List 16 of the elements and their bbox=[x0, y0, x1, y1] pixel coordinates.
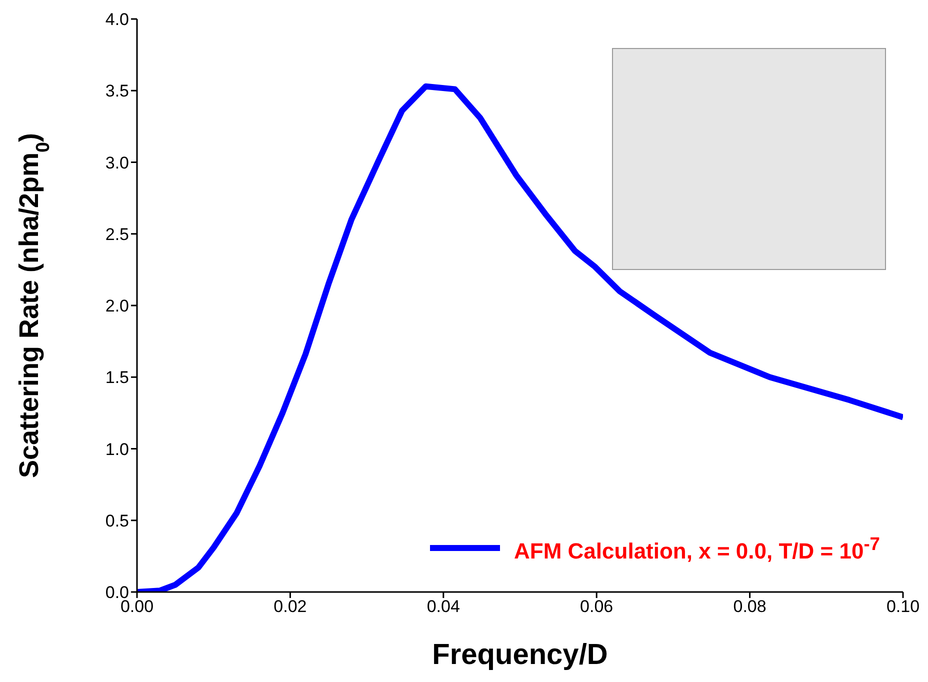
y-tick-label: 3.5 bbox=[105, 82, 129, 101]
y-tick-label: 2.0 bbox=[105, 296, 129, 316]
y-tick-label: 0.5 bbox=[105, 511, 129, 530]
x-tick-label: 0.00 bbox=[120, 597, 154, 616]
y-tick-label: 4.0 bbox=[105, 10, 129, 30]
y-tick-label: 1.5 bbox=[105, 368, 129, 388]
x-tick-label: 0.02 bbox=[274, 597, 307, 616]
x-tick-label: 0.04 bbox=[426, 597, 460, 616]
x-tick-label: 0.06 bbox=[580, 597, 614, 616]
x-axis-title: Frequency/D bbox=[432, 639, 608, 671]
x-tick-label: 0.08 bbox=[733, 597, 766, 616]
y-tick-label: 2.5 bbox=[105, 224, 129, 244]
x-tick-label: 0.10 bbox=[886, 597, 920, 616]
y-tick-label: 3.0 bbox=[105, 153, 129, 172]
legend-label: AFM Calculation, x = 0.0, T/D = 10$^{-7}$ bbox=[514, 532, 880, 564]
y-tick-label: 1.0 bbox=[105, 440, 129, 459]
